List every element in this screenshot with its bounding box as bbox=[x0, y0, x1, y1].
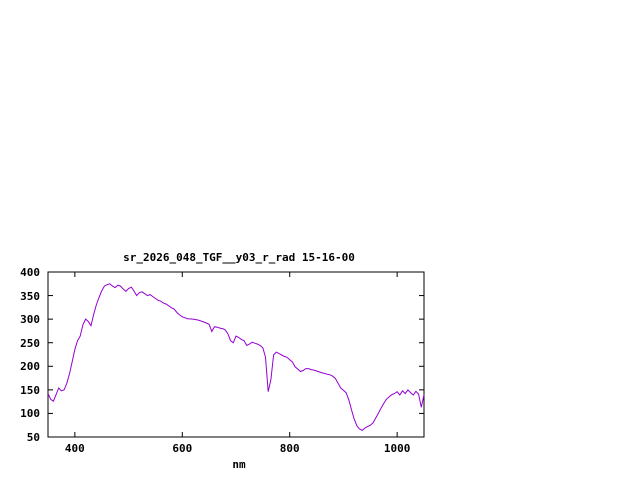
y-tick-label: 350 bbox=[20, 289, 40, 303]
x-axis-label: nm bbox=[232, 458, 246, 471]
x-tick-label: 600 bbox=[172, 442, 193, 455]
x-tick-label: 400 bbox=[64, 442, 85, 455]
chart-title: sr_2026_048_TGF__y03_r_rad 15-16-00 bbox=[123, 251, 355, 264]
y-tick-label: 250 bbox=[20, 336, 40, 350]
y-tick-label: 200 bbox=[20, 360, 40, 374]
y-tick-label: 50 bbox=[26, 431, 40, 444]
plot-border bbox=[47, 271, 425, 438]
series-line bbox=[47, 283, 425, 432]
x-tick-label: 800 bbox=[279, 442, 300, 455]
y-tick-label: 400 bbox=[20, 266, 40, 279]
y-tick-label: 300 bbox=[20, 313, 40, 327]
x-tick-label: 1000 bbox=[383, 442, 411, 455]
y-tick-label: 100 bbox=[20, 407, 40, 421]
y-tick-label: 150 bbox=[20, 383, 40, 397]
